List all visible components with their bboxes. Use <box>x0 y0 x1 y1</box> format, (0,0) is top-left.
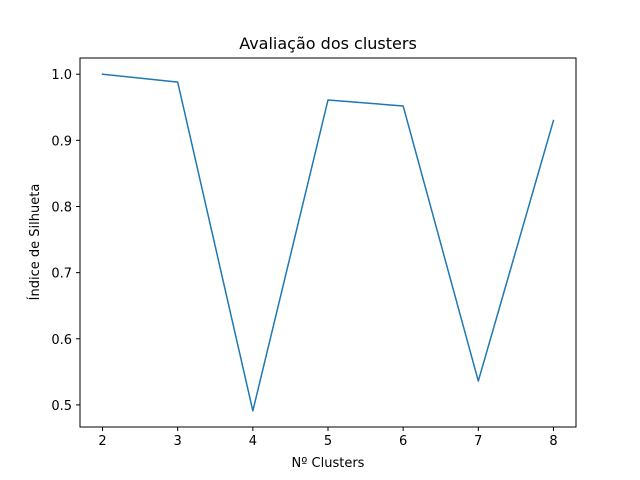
x-tick-label: 8 <box>549 434 557 449</box>
x-axis-label: Nº Clusters <box>292 456 365 471</box>
y-tick-label: 1.0 <box>51 68 72 83</box>
chart-title: Avaliação dos clusters <box>239 34 417 53</box>
x-tick-label: 3 <box>174 434 182 449</box>
x-axis: 2 3 4 5 6 7 8 <box>98 427 558 449</box>
y-tick-label: 0.7 <box>51 267 72 282</box>
x-tick-label: 2 <box>98 434 106 449</box>
plot-area <box>101 73 555 412</box>
x-tick-label: 7 <box>474 434 482 449</box>
series-line-0 <box>101 73 555 412</box>
y-tick-label: 0.9 <box>51 134 72 149</box>
y-tick-label: 0.8 <box>51 200 72 215</box>
x-tick-label: 4 <box>249 434 257 449</box>
y-axis-label: Índice de Silhueta <box>27 184 43 301</box>
y-tick-label: 0.5 <box>51 399 72 414</box>
y-axis: 0.5 0.6 0.7 0.8 0.9 1.0 <box>51 68 80 414</box>
x-tick-label: 6 <box>399 434 407 449</box>
x-tick-label: 5 <box>324 434 332 449</box>
y-tick-label: 0.6 <box>51 333 72 348</box>
